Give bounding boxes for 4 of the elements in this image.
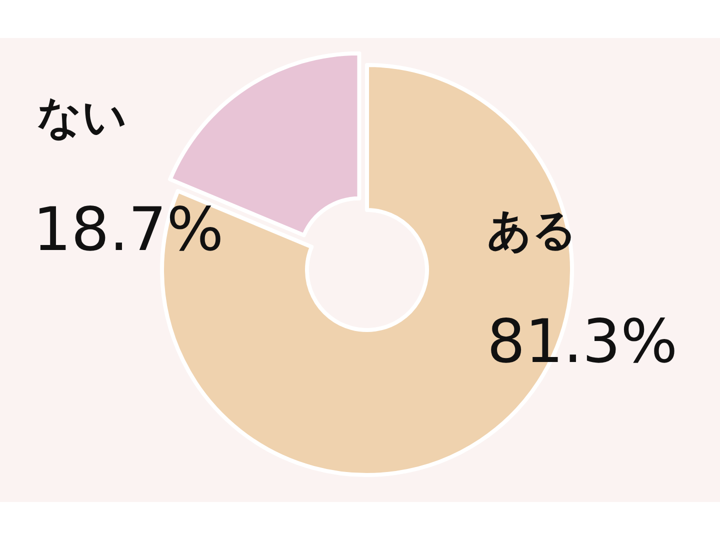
data-label: 81.3% — [487, 307, 678, 377]
data-label: 18.7% — [33, 195, 224, 265]
slice-label: ある — [487, 205, 577, 256]
slice-label: ない — [37, 92, 127, 143]
